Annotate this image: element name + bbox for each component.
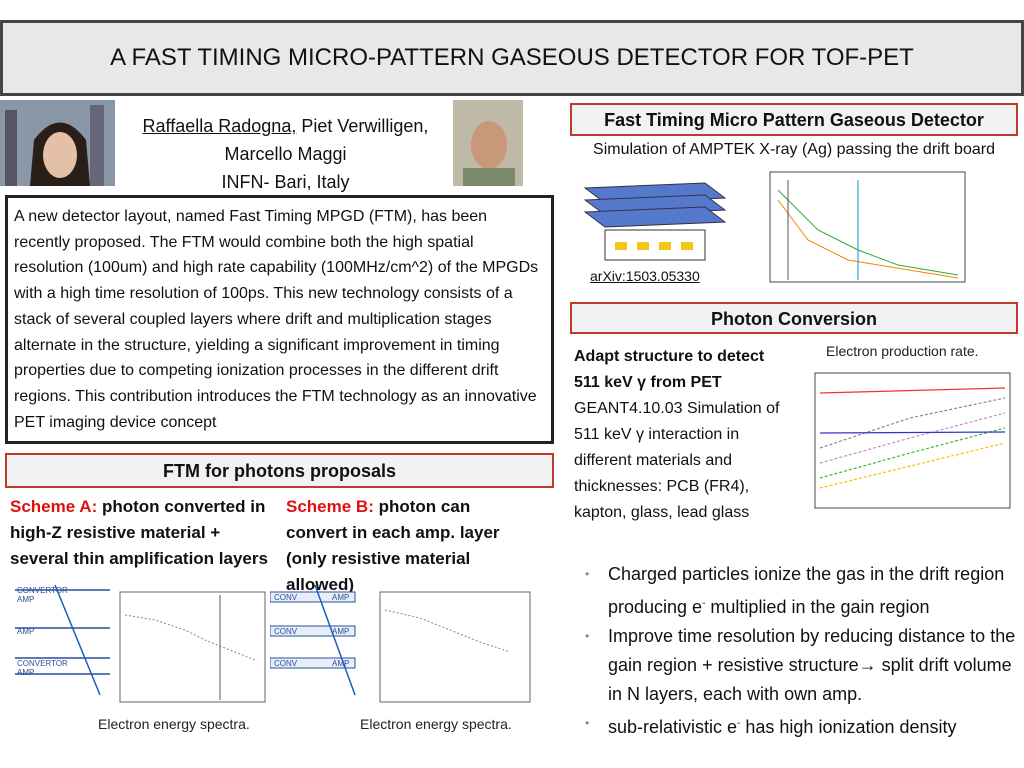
presenter: Raffaella Radogna, (142, 116, 297, 136)
photon-text: Adapt structure to detect 511 keV γ from… (574, 344, 789, 526)
proposals-box: FTM for photons proposals (5, 453, 554, 488)
diagram-label: AMP (332, 659, 349, 668)
scheme-label: Scheme B: (286, 497, 374, 516)
affiliation: INFN- Bari, Italy (221, 172, 350, 192)
photon-box: Photon Conversion (570, 302, 1018, 334)
photon-plot (814, 372, 1011, 509)
scheme-label: Scheme A: (10, 497, 98, 516)
scheme-a: Scheme A: photon converted in high-Z res… (10, 494, 280, 572)
bullet-text: sub-relativistic e (608, 717, 738, 737)
diagram-label: AMP (17, 627, 34, 636)
diagram-label: CONVERTOR (17, 659, 68, 668)
section-title: Fast Timing Micro Pattern Gaseous Detect… (604, 110, 984, 130)
caption: Electron energy spectra. (360, 716, 512, 732)
bullet-text: Improve time resolution by reducing dist… (608, 626, 1016, 704)
photon-lead: Adapt structure to detect 511 keV γ from… (574, 348, 765, 391)
ftm-figure (583, 182, 727, 261)
section-title: Photon Conversion (711, 309, 877, 329)
abstract: A new detector layout, named Fast Timing… (14, 208, 539, 431)
photon-body: GEANT4.10.03 Simulation of 511 keV γ int… (574, 400, 780, 521)
diagram-label: CONV (274, 627, 298, 636)
photo-left (0, 100, 115, 186)
bullet: • Improve time resolution by reducing dis… (585, 622, 1017, 709)
bullets: • Charged particles ionize the gas in the… (585, 560, 1017, 742)
bullet: • Charged particles ionize the gas in the… (585, 564, 1005, 617)
scheme-b-figure: CONV AMP CONV AMP CONV AMP (270, 584, 531, 703)
ftm-plot (769, 171, 966, 283)
abstract-box: A new detector layout, named Fast Timing… (5, 195, 554, 444)
bullet-text: Charged particles ionize the gas in the … (608, 564, 1005, 617)
bullet-sup: - (702, 598, 706, 609)
section-title: FTM for photons proposals (163, 461, 396, 481)
caption: Electron energy spectra. (98, 716, 250, 732)
diagram-label: AMP (17, 595, 34, 604)
title: A FAST TIMING MICRO-PATTERN GASEOUS DETE… (110, 44, 914, 71)
photo-right (453, 100, 523, 186)
authors: Raffaella Radogna, Piet Verwilligen, Mar… (118, 112, 453, 196)
scheme-a-figure: CONVERTOR AMP AMP CONVERTOR AMP (15, 584, 266, 703)
ftm-subtitle: Simulation of AMPTEK X-ray (Ag) passing … (593, 141, 995, 158)
bullet-sup: - (737, 718, 741, 729)
plot-caption: Electron production rate. (826, 343, 979, 359)
scheme-text: photon converted in high-Z resistive mat… (10, 497, 268, 568)
ftm-box: Fast Timing Micro Pattern Gaseous Detect… (570, 103, 1018, 136)
diagram-label: CONV (274, 593, 298, 602)
diagram-label: AMP (332, 593, 349, 602)
scheme-text: photon can convert in each amp. layer (o… (286, 497, 500, 594)
bullet-text: has high ionization density (740, 717, 957, 737)
scheme-b: Scheme B: photon can convert in each amp… (286, 494, 511, 598)
bullet: • sub-relativistic e- has high ionization… (585, 716, 957, 737)
arxiv-link[interactable]: arXiv:1503.05330 (590, 268, 700, 284)
diagram-label: AMP (332, 627, 349, 636)
coauthors: Piet Verwilligen, Marcello Maggi (224, 116, 429, 164)
diagram-label: AMP (17, 668, 34, 677)
bullet-text: multiplied in the gain region (705, 597, 930, 617)
diagram-label: CONV (274, 659, 298, 668)
diagram-label: CONVERTOR (17, 586, 68, 595)
title-box: A FAST TIMING MICRO-PATTERN GASEOUS DETE… (0, 20, 1024, 96)
